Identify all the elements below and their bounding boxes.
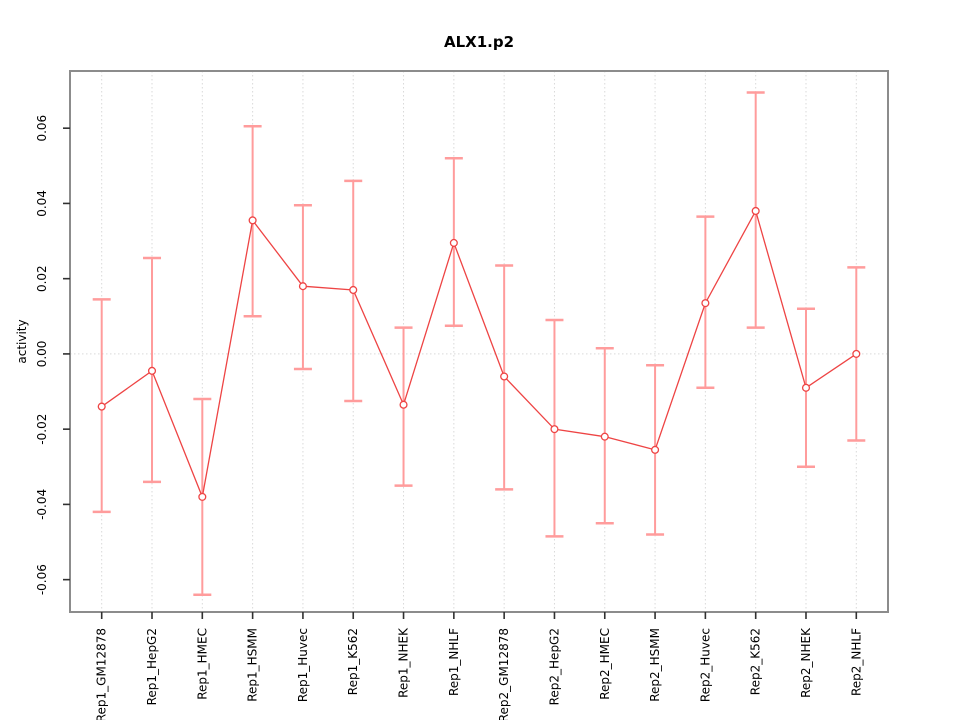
- x-tick-label: Rep1_Huvec: [296, 628, 310, 702]
- plot-frame: [69, 70, 889, 613]
- data-point: [248, 216, 257, 225]
- y-axis-label: activity: [15, 319, 29, 363]
- data-point: [801, 383, 811, 392]
- data-point: [852, 349, 861, 358]
- data-point: [550, 425, 559, 434]
- x-tick-label: Rep2_HepG2: [547, 628, 561, 705]
- x-tick-label: Rep1_K562: [346, 628, 360, 695]
- x-tick-label: Rep2_HMEC: [598, 628, 612, 700]
- data-point: [97, 402, 106, 411]
- data-point: [600, 432, 609, 441]
- data-point: [147, 366, 157, 375]
- y-tick-label: 0.00: [35, 341, 49, 368]
- x-tick-label: Rep2_NHEK: [799, 627, 813, 698]
- x-tick-label: Rep1_HepG2: [145, 628, 159, 705]
- data-point: [349, 285, 358, 295]
- x-tick-label: Rep1_HMEC: [195, 628, 209, 700]
- x-tick-label: Rep1_NHLF: [447, 628, 461, 696]
- x-tick-label: Rep2_NHLF: [849, 628, 863, 696]
- x-tick-label: Rep2_K562: [749, 628, 763, 695]
- series-line: [101, 209, 857, 500]
- data-point: [500, 372, 509, 381]
- x-tick-label: Rep1_NHEK: [397, 627, 411, 698]
- data-point: [701, 299, 710, 308]
- x-tick-label: Rep2_Huvec: [698, 628, 712, 702]
- data-point: [198, 492, 207, 501]
- y-tick-label: 0.06: [35, 115, 49, 142]
- data-point: [449, 238, 458, 247]
- data-point: [751, 206, 760, 216]
- y-tick-label: -0.04: [35, 489, 49, 520]
- data-point: [399, 400, 408, 409]
- x-tick-label: Rep1_HSMM: [246, 628, 260, 702]
- chart-title: ALX1.p2: [444, 33, 514, 51]
- x-tick-label: Rep1_GM12878: [95, 628, 109, 720]
- y-tick-label: 0.02: [35, 265, 49, 292]
- x-tick-label: Rep2_HSMM: [648, 628, 662, 702]
- data-point: [651, 445, 660, 454]
- y-tick-label: -0.06: [35, 564, 49, 595]
- data-point: [298, 282, 307, 291]
- y-tick-label: 0.04: [35, 190, 49, 217]
- x-tick-label: Rep2_GM12878: [497, 628, 511, 720]
- y-tick-label: -0.02: [35, 414, 49, 445]
